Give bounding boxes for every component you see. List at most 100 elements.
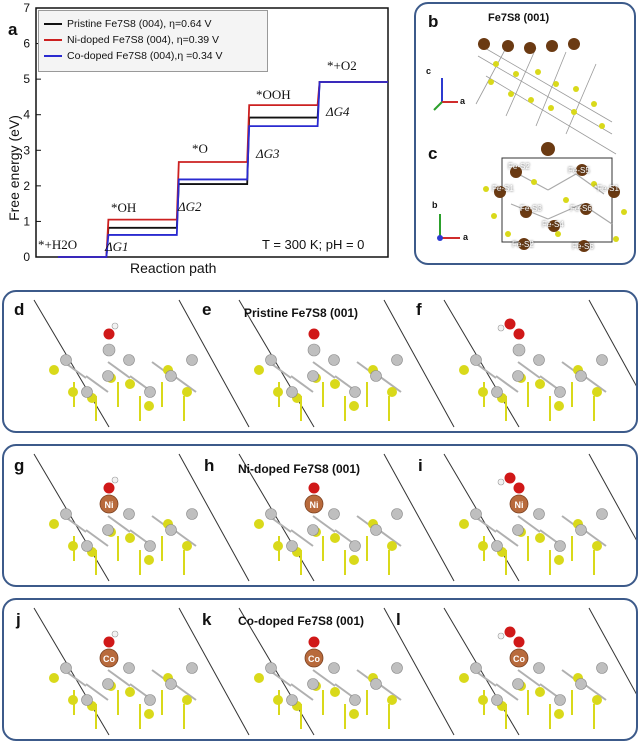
row-ni-panel: Ni Ni Ni g h i Ni-doped Fe7S8 (001) — [2, 444, 638, 587]
axis-label-c: c — [426, 66, 432, 76]
unit-cell-c — [501, 157, 613, 243]
slab-c-fe — [494, 142, 620, 252]
site-label-1: Fe-S2 — [508, 162, 530, 171]
structure-title-b: Fe7S8 (001) — [488, 12, 550, 24]
iron-atom-2-6 — [596, 662, 608, 674]
slab-b-atoms — [488, 61, 605, 129]
oxygen-atom-0 — [103, 328, 115, 340]
oxygen-atom-1 — [308, 328, 320, 340]
iron-atom-1-5 — [370, 370, 382, 382]
iron-atom-2-6 — [596, 508, 608, 520]
site-label-9: Fe-S6 — [572, 242, 594, 251]
oxygen-atom-1 — [308, 636, 320, 648]
y-tick-label-2: 2 — [23, 179, 30, 193]
sulfur-atom-1-0 — [254, 673, 264, 683]
sulfur-atom-0-5 — [144, 555, 154, 565]
hydrogen-atom-2 — [497, 632, 505, 640]
iron-atom-1-0 — [265, 662, 277, 674]
oxygen-atom-0 — [103, 636, 115, 648]
iron-atom-2-1 — [491, 694, 503, 706]
site-atom-2 — [512, 343, 526, 357]
site-label-8: Fe-S2 — [512, 240, 534, 249]
cell-edge-right-1 — [383, 607, 455, 736]
structure-bc-drawing — [433, 38, 627, 252]
cell-edge-left-0 — [33, 453, 110, 582]
oxygen-atom-2-1 — [513, 328, 525, 340]
sulfur-atom-0-5 — [144, 709, 154, 719]
dg3-label: ΔG3 — [256, 146, 280, 161]
legend-swatch-ni — [44, 39, 62, 41]
iron-atom-1-4 — [349, 540, 361, 552]
axis-origin-c — [437, 235, 443, 241]
sulfur-atom-1-7 — [387, 695, 397, 705]
site-label-7: Fe-S4 — [542, 220, 564, 229]
site-label-4: *Fe-S1 — [594, 184, 619, 193]
panel-letter-l: l — [396, 610, 401, 629]
iron-atom-1-4 — [349, 386, 361, 398]
bond-0-1 — [85, 683, 109, 701]
sulfur-atom-2-0 — [459, 365, 469, 375]
bond-0-5 — [173, 683, 197, 701]
iron-atom-1-3 — [328, 508, 340, 520]
iron-atom-0-0 — [60, 662, 72, 674]
iron-atom-1-1 — [286, 386, 298, 398]
sulfur-atom-2-4 — [535, 533, 545, 543]
bond-0-5 — [173, 375, 197, 393]
iron-atom-0-6 — [186, 662, 198, 674]
bond-0-2 — [107, 669, 131, 687]
iron-atom-2-3 — [533, 508, 545, 520]
iron-atom-1-3 — [328, 354, 340, 366]
bond-2-1 — [495, 529, 519, 547]
site-label-6: Fe-S6 — [570, 204, 592, 213]
hydrogen-atom-2 — [497, 478, 505, 486]
cell-edge-right-2 — [588, 299, 636, 387]
sulfur-atom-1-4 — [330, 379, 340, 389]
sulfur-atom-2-1 — [478, 541, 488, 551]
iron-atom-0-1 — [81, 540, 93, 552]
cell-edge-right-0 — [178, 453, 250, 582]
sulfur-atom-1-5 — [349, 709, 359, 719]
oxygen-atom-2-2 — [504, 626, 516, 638]
iron-atom-1-6 — [391, 354, 403, 366]
sulfur-atom-0-7 — [182, 541, 192, 551]
iron-atom-0-3 — [123, 354, 135, 366]
site-atom-0 — [102, 343, 116, 357]
iron-atom-0-1 — [81, 386, 93, 398]
axes-c — [439, 214, 460, 239]
dopant-label-1: Co — [308, 654, 320, 664]
chart-legend — [38, 10, 268, 72]
row-ni-drawing: Ni Ni Ni — [33, 453, 636, 582]
legend-swatch-pristine — [44, 23, 62, 25]
iron-atom-0-5 — [165, 370, 177, 382]
panel-letter-i: i — [418, 456, 423, 475]
step-label-ooh: *OOH — [256, 87, 291, 102]
sulfur-atom-2-4 — [535, 687, 545, 697]
legend-entry-co: Co-doped Fe7S8 (004),η =0.34 V — [44, 48, 223, 64]
dopant-label-0: Ni — [105, 500, 114, 510]
bond-2-1 — [495, 375, 519, 393]
sulfur-atom-1-7 — [387, 387, 397, 397]
row-pristine-panel: d e f Pristine Fe7S8 (001) — [2, 290, 638, 433]
sulfur-atom-1-1 — [273, 695, 283, 705]
iron-atom-1-2 — [307, 370, 319, 382]
dg4-label: ΔG4 — [326, 104, 350, 119]
y-tick-label-3: 3 — [23, 143, 30, 157]
bond-2-2 — [517, 361, 541, 379]
legend-entries: Pristine Fe7S8 (004), η=0.64 V Ni-doped … — [44, 16, 223, 64]
iron-atom-0-4 — [144, 694, 156, 706]
row-co-panel: Co Co Co j k l Co-doped Fe7S8 (001) — [2, 598, 638, 741]
iron-atom-2-0 — [470, 508, 482, 520]
sulfur-atom-2-7 — [592, 387, 602, 397]
iron-atom-0-3 — [123, 508, 135, 520]
iron-atom-2-5 — [575, 678, 587, 690]
chart-plot-area: 0 1 2 3 4 5 6 7 — [23, 1, 389, 264]
bond-1-1 — [290, 683, 314, 701]
site-label-3: Fe-S1 — [492, 184, 514, 193]
iron-atom-2-1 — [491, 386, 503, 398]
iron-atom-0-1 — [81, 694, 93, 706]
sulfur-atom-0-4 — [125, 379, 135, 389]
bond-0-1 — [85, 529, 109, 547]
iron-atom-0-6 — [186, 354, 198, 366]
panel-letter-a: a — [8, 20, 18, 39]
dopant-label-2: Ni — [515, 500, 524, 510]
